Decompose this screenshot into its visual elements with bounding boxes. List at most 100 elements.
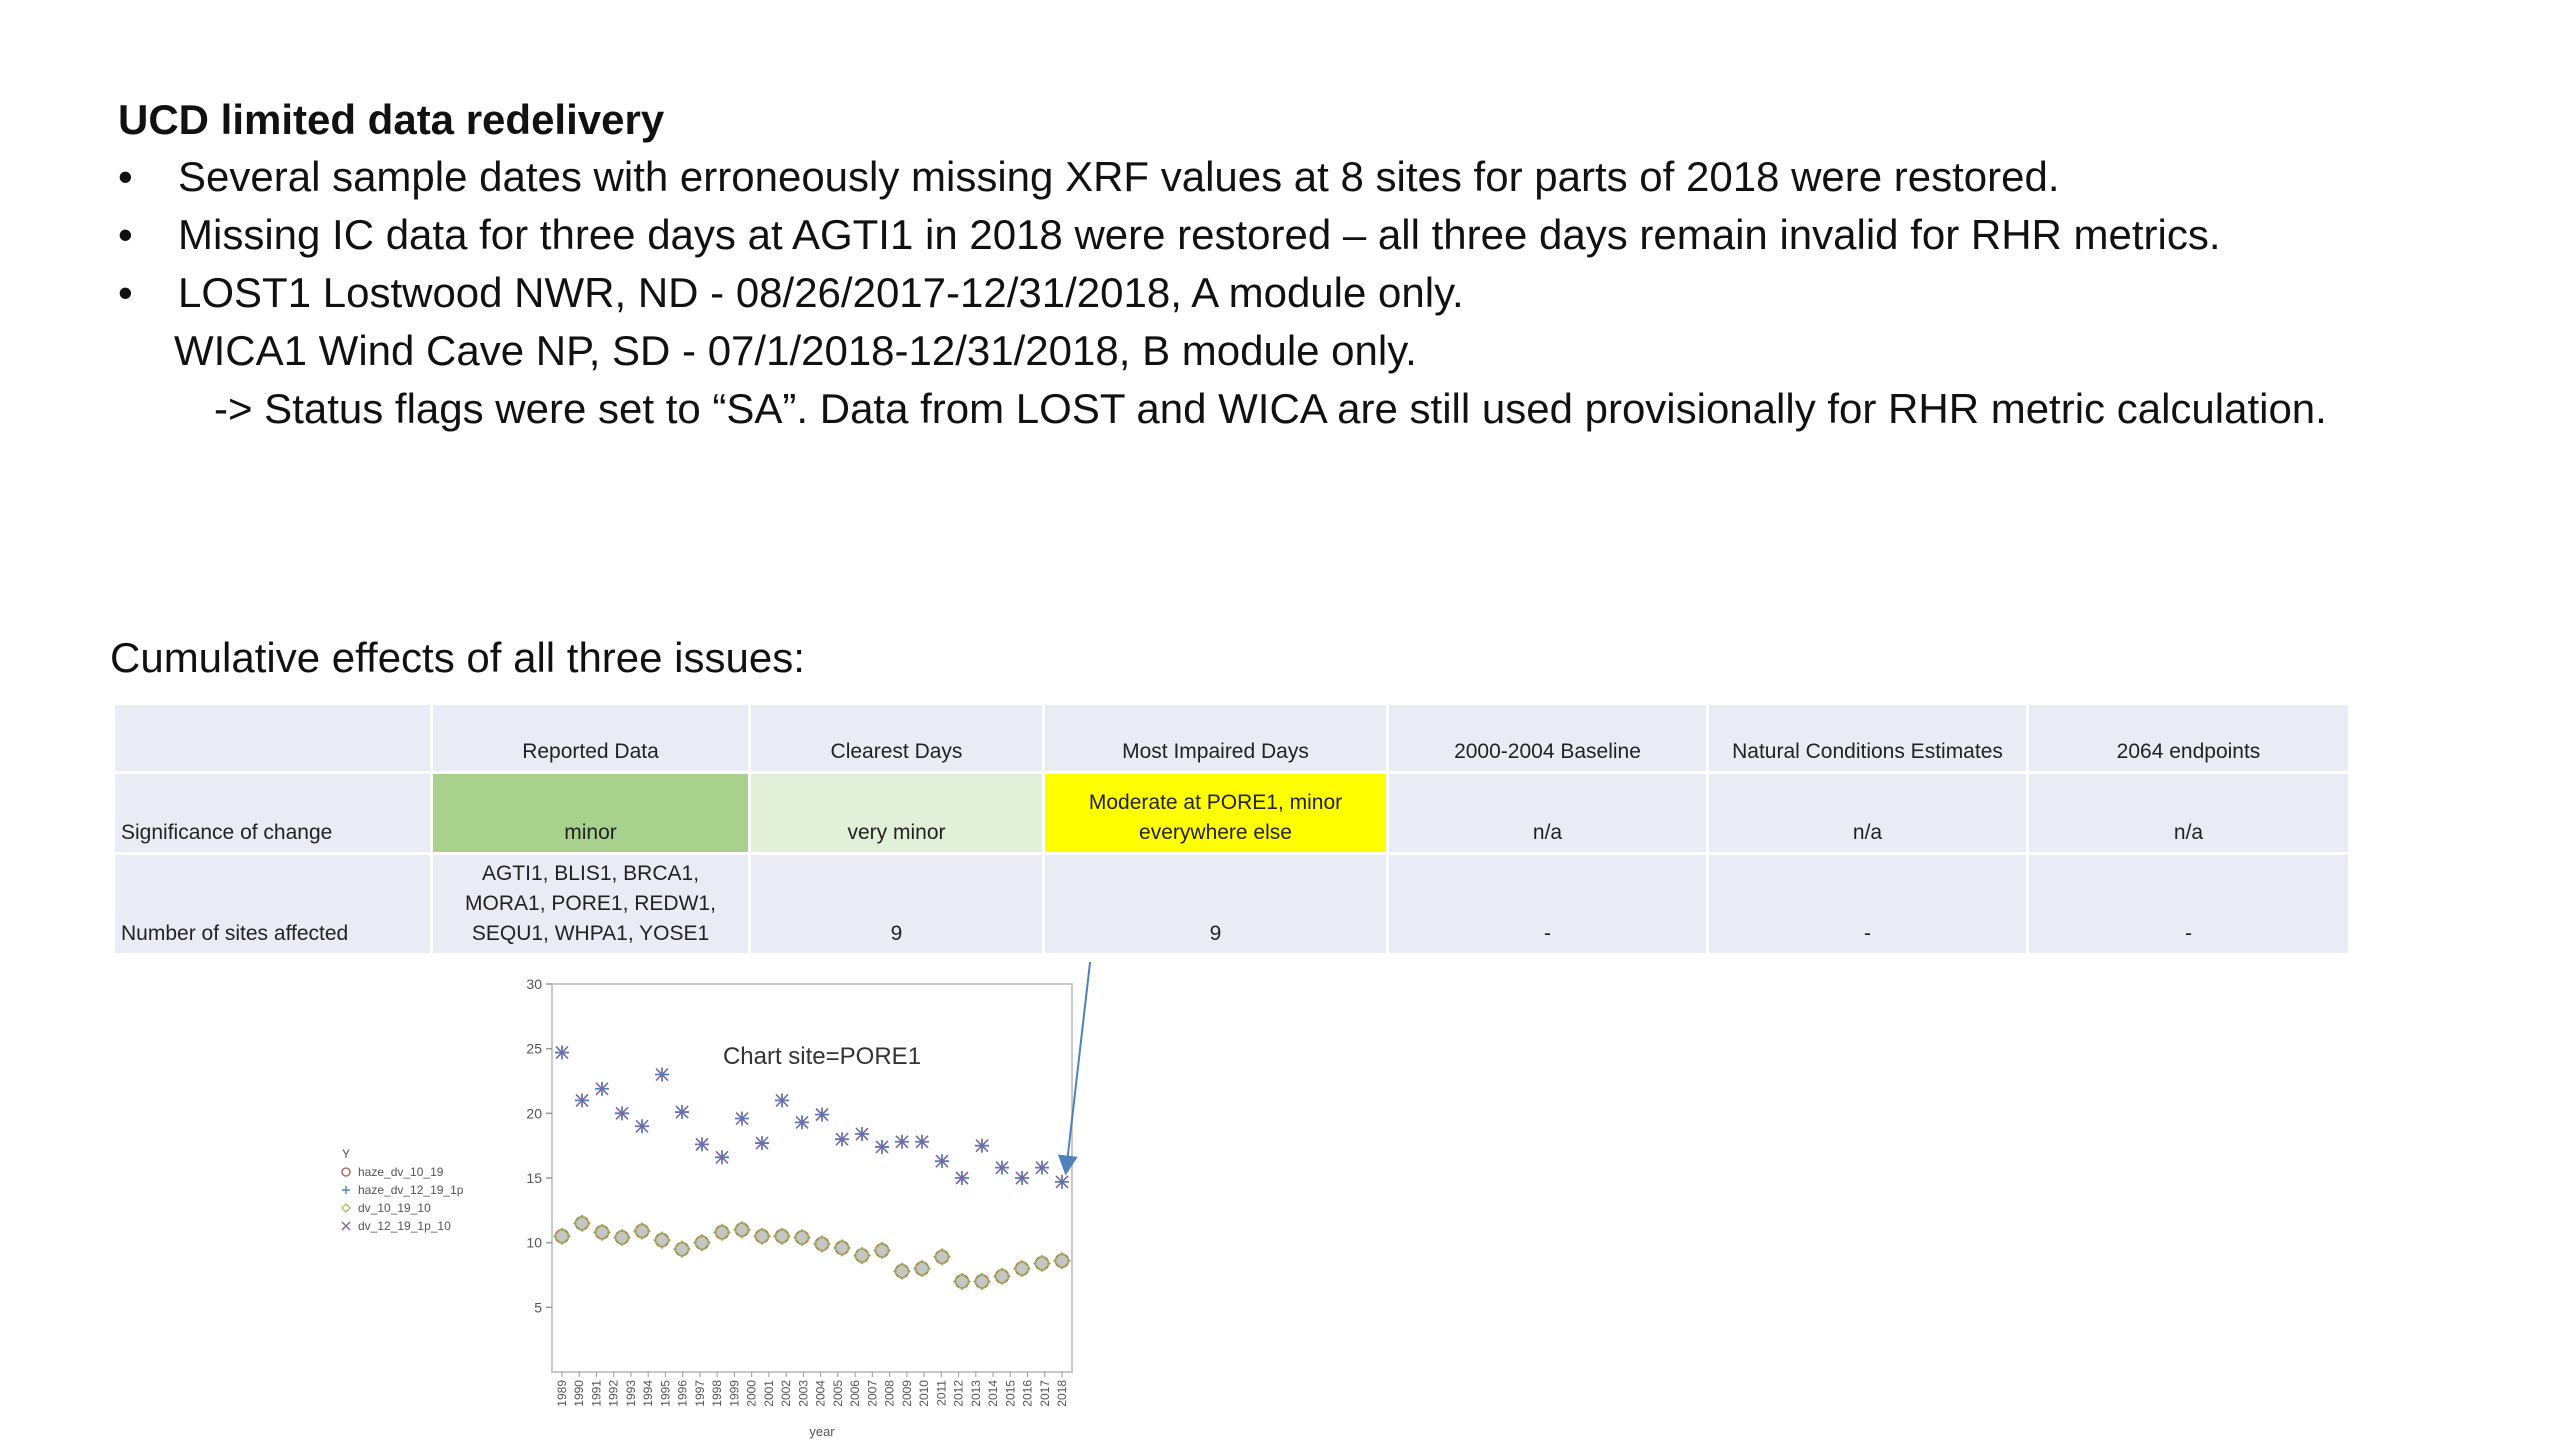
legend-label: dv_12_19_1p_10: [358, 1219, 451, 1233]
data-point: [793, 1228, 811, 1247]
data-point: [555, 1045, 569, 1060]
x-axis-label: year: [809, 1424, 835, 1439]
y-tick-label: 10: [526, 1235, 542, 1251]
bullet-item: • Several sample dates with erroneously …: [118, 148, 2418, 206]
data-point: [1055, 1175, 1069, 1189]
x-tick-label: 1993: [624, 1380, 638, 1407]
y-tick-label: 5: [534, 1299, 542, 1315]
data-point: [675, 1105, 689, 1119]
data-point: [693, 1233, 711, 1252]
legend-marker-icon: [341, 1167, 351, 1177]
x-tick-label: 2003: [796, 1380, 810, 1407]
data-point: [633, 1222, 651, 1241]
data-point: [855, 1127, 869, 1141]
slide-text: UCD limited data redelivery • Several sa…: [118, 92, 2418, 438]
data-point: [935, 1154, 949, 1168]
legend-label: dv_10_19_10: [358, 1201, 431, 1215]
data-point: [755, 1136, 769, 1150]
data-point: [673, 1240, 691, 1259]
data-point: [653, 1231, 671, 1250]
bullet-dot: •: [118, 153, 133, 200]
table-cell: Moderate at PORE1, minor everywhere else: [1042, 771, 1389, 855]
data-point: [873, 1241, 891, 1260]
header-cell: [112, 702, 433, 774]
header-cell: Natural Conditions Estimates: [1706, 702, 2029, 774]
data-point: [953, 1272, 971, 1291]
data-point: [553, 1227, 571, 1246]
x-tick-label: 2008: [883, 1380, 897, 1407]
x-tick-label: 1992: [607, 1380, 621, 1407]
table-cell: -: [2026, 852, 2351, 956]
table-cell: AGTI1, BLIS1, BRCA1, MORA1, PORE1, REDW1…: [430, 852, 751, 956]
data-point: [735, 1111, 749, 1126]
x-tick-label: 2010: [917, 1380, 931, 1407]
data-point: [893, 1262, 911, 1281]
data-point: [875, 1140, 889, 1154]
legend-entry: dv_12_19_1p_10: [341, 1219, 451, 1233]
table-cell: n/a: [1386, 771, 1709, 855]
data-point: [795, 1115, 809, 1129]
pore1-chart: 5 10 15 20 25 30 1989 1990 1991 1992 1993 1994 1995 1…: [341, 962, 1092, 1439]
header-cell: 2000-2004 Baseline: [1386, 702, 1709, 774]
x-tick-label: 2001: [762, 1380, 776, 1407]
header-cell: Reported Data: [430, 702, 751, 774]
header-cell: 2064 endpoints: [2026, 702, 2351, 774]
legend-label: haze_dv_12_19_1p: [358, 1183, 464, 1197]
data-point: [1033, 1254, 1051, 1273]
data-point: [595, 1082, 609, 1096]
data-point: [853, 1246, 871, 1265]
bullet-text: Missing IC data for three days at AGTI1 …: [178, 211, 2221, 258]
x-tick-label: 2016: [1021, 1380, 1035, 1407]
x-tick-label: 2017: [1038, 1380, 1052, 1407]
legend-entry: haze_dv_10_19: [341, 1165, 444, 1179]
x-tick-label: 1996: [676, 1380, 690, 1407]
x-tick-label: 2013: [969, 1380, 983, 1407]
table-cell: -: [1386, 852, 1709, 956]
data-point: [615, 1106, 629, 1120]
effects-table: Reported Data Clearest Days Most Impaire…: [112, 702, 2351, 956]
data-point: [635, 1119, 649, 1133]
plot-frame: [551, 983, 1073, 1373]
table-cell: 9: [748, 852, 1045, 956]
legend-marker-icon: [341, 1203, 351, 1213]
legend-title: Y: [342, 1147, 350, 1161]
chart-title: Chart site=PORE1: [723, 1043, 921, 1070]
x-tick-label: 2015: [1003, 1380, 1017, 1407]
table-cell: 9: [1042, 852, 1389, 956]
row-label: Number of sites affected: [112, 852, 433, 956]
x-tick-label: 2009: [900, 1380, 914, 1407]
data-point: [613, 1228, 631, 1247]
data-point: [995, 1161, 1009, 1175]
data-point: [975, 1139, 989, 1153]
bullet-dot: •: [118, 211, 133, 258]
data-point: [1013, 1259, 1031, 1278]
data-point: [715, 1150, 729, 1164]
x-tick-label: 1997: [693, 1380, 707, 1407]
x-tick-label: 1994: [641, 1380, 655, 1407]
x-tick-label: 2018: [1055, 1380, 1069, 1407]
data-point: [993, 1267, 1011, 1286]
x-tick-label: 2002: [779, 1380, 793, 1407]
data-point: [573, 1214, 591, 1233]
y-tick-label: 20: [526, 1105, 542, 1121]
table-cell: very minor: [748, 771, 1045, 855]
bullet-text: Several sample dates with erroneously mi…: [178, 153, 2060, 200]
header-cell: Most Impaired Days: [1042, 702, 1389, 774]
data-point: [695, 1137, 709, 1151]
legend-marker-icon: [342, 1186, 350, 1194]
legend-label: haze_dv_10_19: [358, 1165, 444, 1179]
data-point: [575, 1093, 589, 1107]
data-point: [835, 1132, 849, 1146]
data-point: [773, 1227, 791, 1246]
data-point: [955, 1171, 969, 1185]
table-cell: -: [1706, 852, 2029, 956]
legend-entry: haze_dv_12_19_1p: [342, 1183, 464, 1197]
slide-heading: UCD limited data redelivery: [118, 96, 665, 143]
data-point: [733, 1220, 751, 1239]
bullet-text: LOST1 Lostwood NWR, ND - 08/26/2017-12/3…: [178, 269, 1464, 316]
data-point: [1035, 1161, 1049, 1175]
table-cell: minor: [430, 771, 751, 855]
data-point: [753, 1227, 771, 1246]
x-tick-label: 1999: [727, 1380, 741, 1407]
legend-marker-icon: [341, 1221, 351, 1231]
